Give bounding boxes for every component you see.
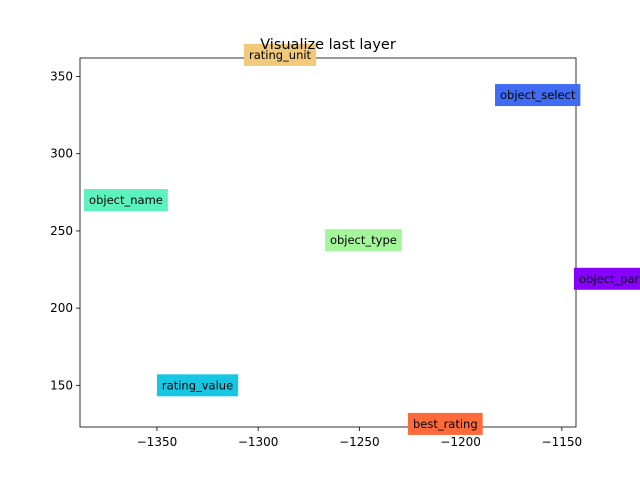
data-point-box — [495, 84, 581, 107]
x-tick-label: −1200 — [440, 435, 481, 449]
data-point-rating-value: rating_value — [156, 374, 239, 397]
data-point-object-select: object_select — [495, 84, 581, 107]
data-point-label: object_select — [500, 88, 576, 102]
y-tick-label: 200 — [50, 301, 73, 315]
data-point-object-name: object_name — [84, 189, 168, 212]
x-tick-label: −1300 — [238, 435, 279, 449]
y-tick-label: 150 — [50, 378, 73, 392]
x-tick-label: −1350 — [137, 435, 178, 449]
data-point-box — [573, 267, 640, 290]
data-point-box — [243, 43, 317, 66]
x-tick-label: −1250 — [339, 435, 380, 449]
data-point-box — [84, 189, 168, 212]
chart-title: Visualize last layer — [260, 37, 396, 53]
data-point-label: object_par — [579, 272, 640, 286]
y-tick-label: 350 — [50, 70, 73, 84]
data-point-best-rating: best_rating — [407, 412, 483, 435]
data-point-label: rating_unit — [249, 48, 312, 62]
plot-frame — [79, 57, 577, 428]
y-tick-label: 250 — [50, 224, 73, 238]
data-point-object-type: object_type — [324, 229, 402, 252]
data-point-rating-unit: rating_unit — [243, 43, 317, 66]
x-tick-label: −1150 — [542, 435, 583, 449]
data-point-box — [407, 412, 483, 435]
data-point-label: rating_value — [162, 378, 233, 392]
data-point-object-par: object_par — [573, 267, 640, 290]
y-tick-label: 300 — [50, 147, 73, 161]
data-point-box — [156, 374, 239, 397]
data-point-label: best_rating — [413, 417, 478, 431]
data-point-label: object_name — [89, 193, 163, 207]
data-point-box — [324, 229, 402, 252]
data-point-label: object_type — [330, 233, 397, 247]
